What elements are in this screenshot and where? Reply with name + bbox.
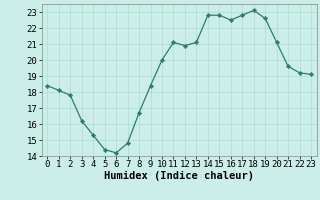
X-axis label: Humidex (Indice chaleur): Humidex (Indice chaleur) — [104, 171, 254, 181]
